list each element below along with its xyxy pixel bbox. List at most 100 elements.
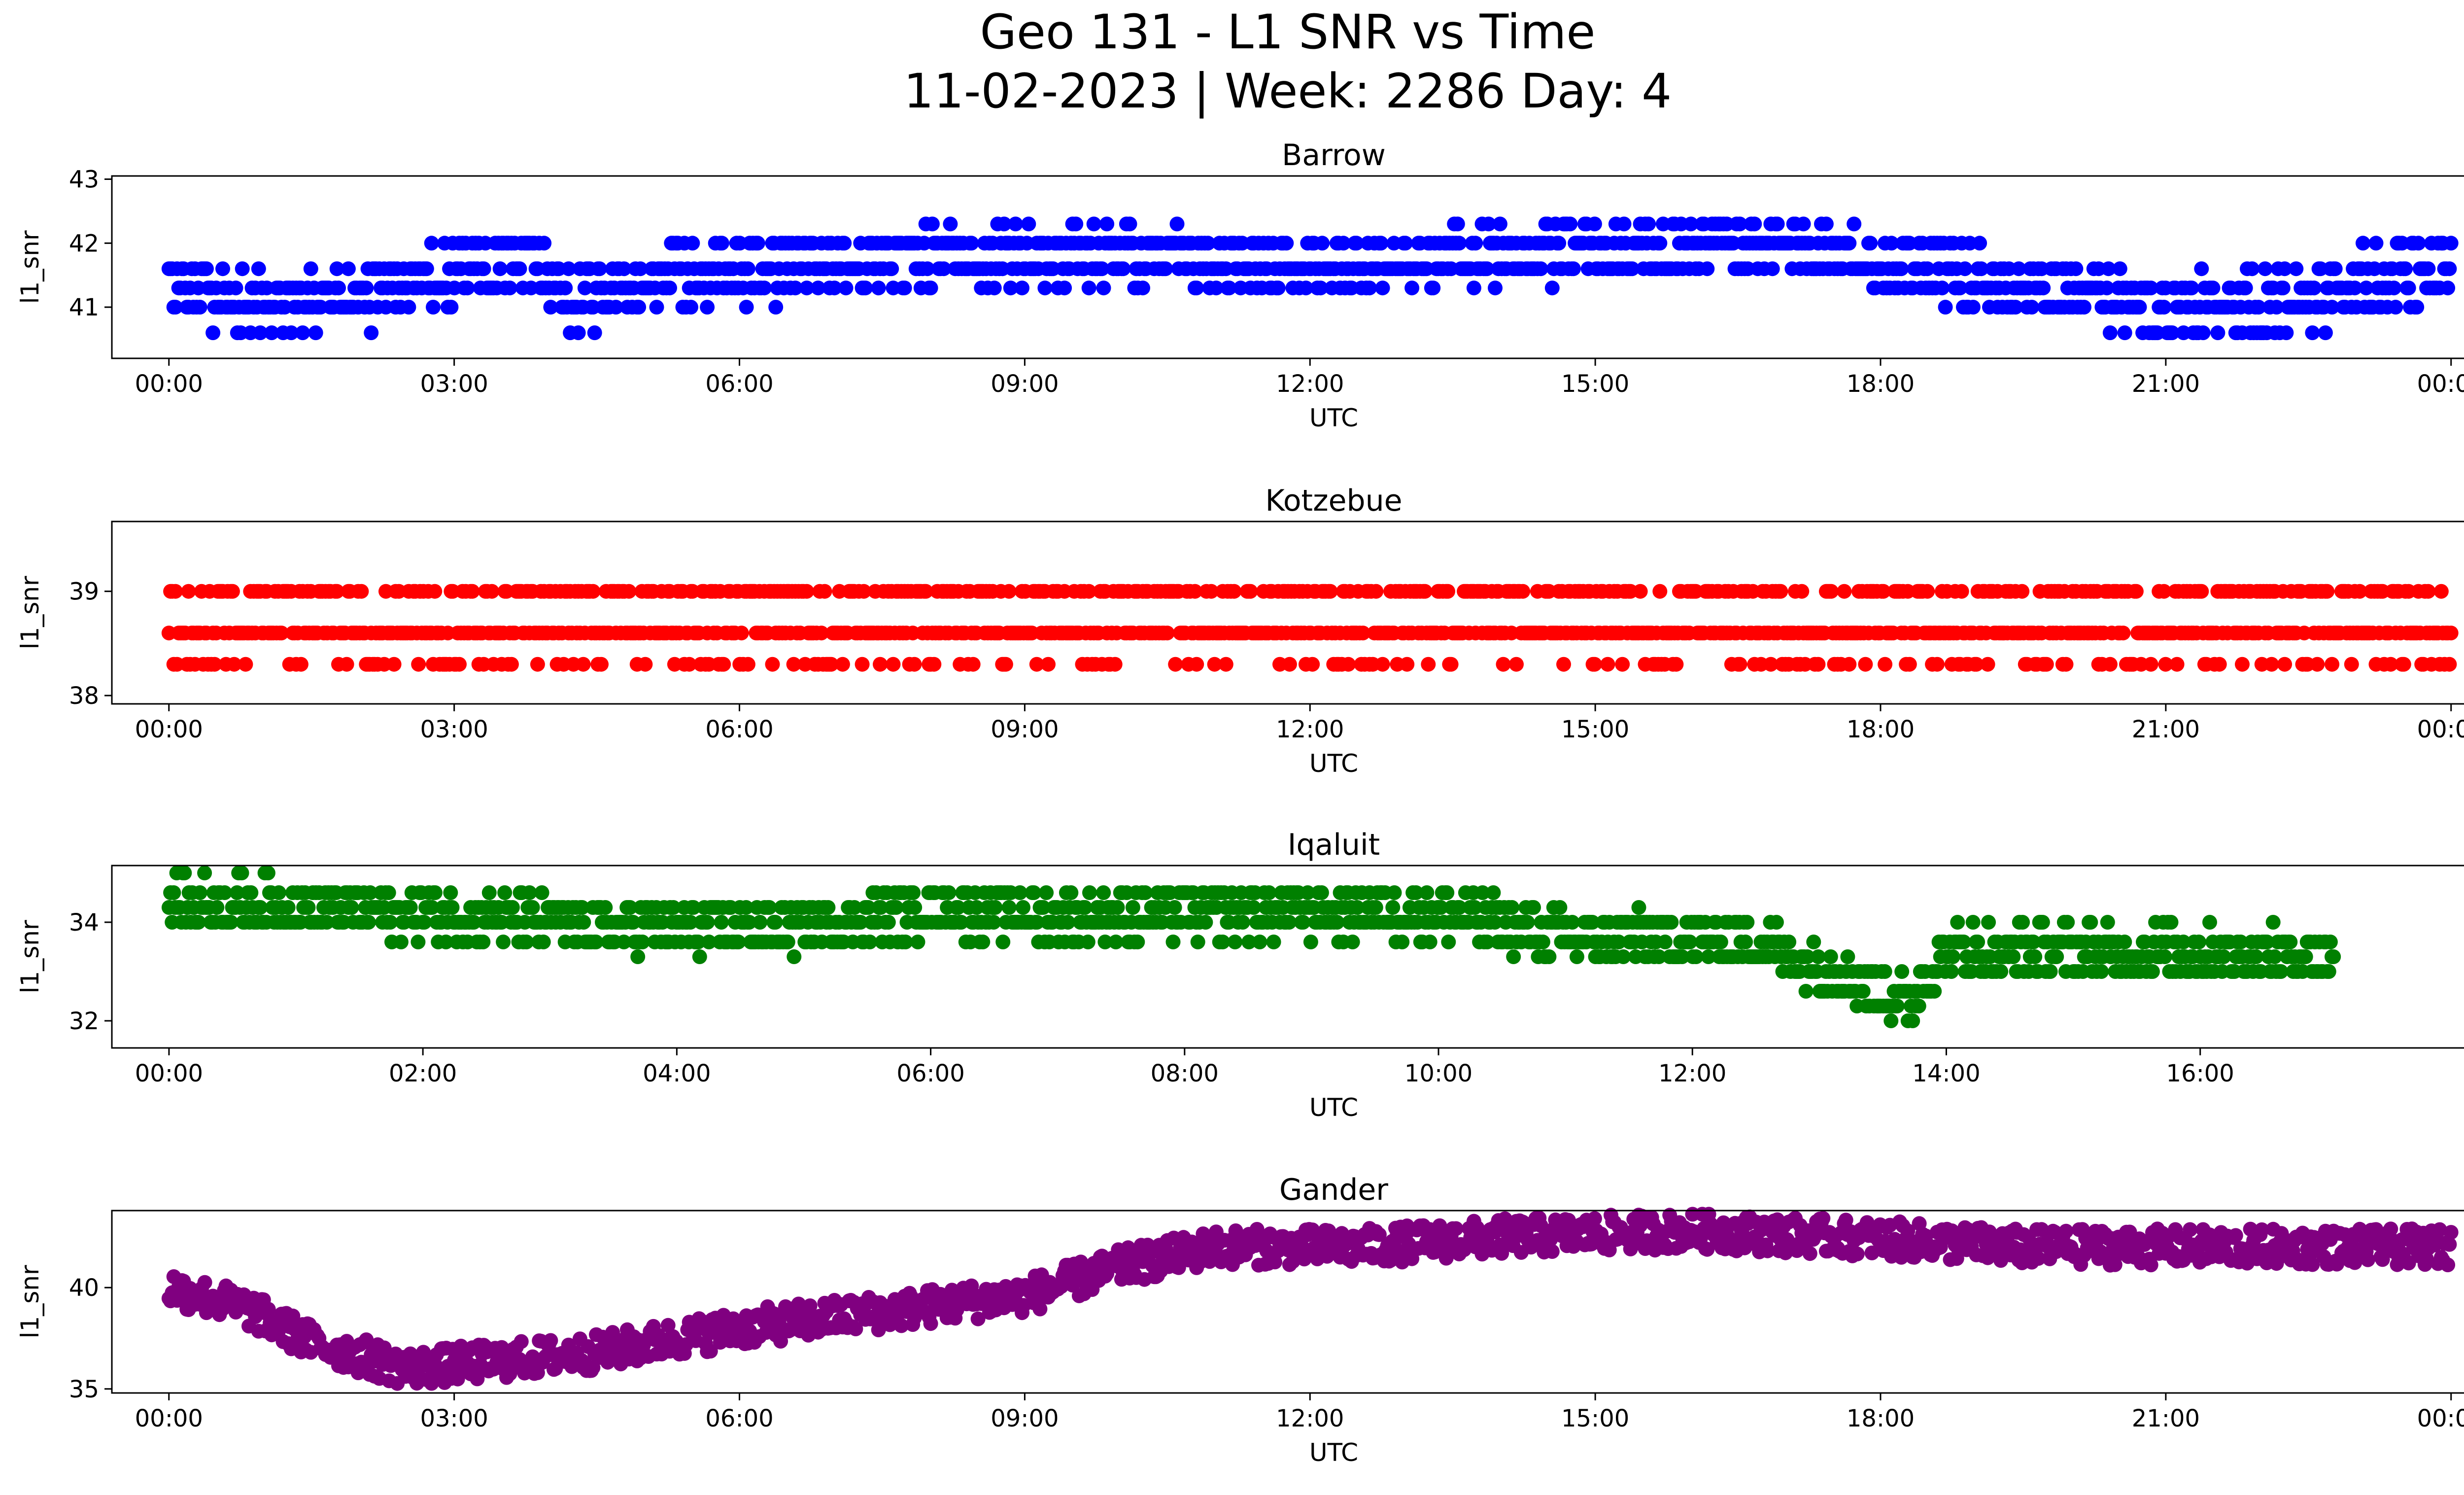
data-point bbox=[1509, 657, 1524, 672]
data-point bbox=[1747, 216, 1762, 232]
data-point bbox=[2443, 626, 2459, 641]
data-point bbox=[1927, 984, 1942, 999]
data-point bbox=[739, 300, 754, 315]
subplot-title: Iqaluit bbox=[1288, 828, 1380, 862]
data-point bbox=[638, 657, 653, 672]
data-point bbox=[271, 885, 286, 900]
data-point bbox=[714, 236, 729, 251]
data-point bbox=[923, 1316, 938, 1331]
data-point bbox=[361, 915, 376, 930]
data-point bbox=[700, 300, 715, 315]
data-point bbox=[331, 280, 346, 296]
data-point bbox=[1920, 261, 1935, 277]
data-point bbox=[1587, 657, 1602, 672]
data-point bbox=[1270, 280, 1286, 296]
x-tick-label: 12:00 bbox=[1658, 1060, 1726, 1087]
data-point bbox=[1641, 216, 1656, 232]
data-point bbox=[787, 280, 803, 296]
data-point bbox=[460, 280, 475, 296]
x-tick-label: 21:00 bbox=[2132, 370, 2200, 398]
data-point bbox=[811, 280, 826, 296]
data-point bbox=[1773, 584, 1788, 599]
data-point bbox=[1218, 657, 1233, 672]
data-point bbox=[1190, 935, 1205, 949]
data-point bbox=[1063, 885, 1079, 900]
data-point bbox=[1664, 915, 1679, 930]
data-point bbox=[1422, 935, 1437, 949]
data-point bbox=[207, 657, 222, 672]
data-point bbox=[1954, 584, 1969, 599]
data-point bbox=[2386, 280, 2401, 296]
data-point bbox=[1375, 657, 1390, 672]
data-point bbox=[1965, 300, 1981, 315]
data-point bbox=[2205, 280, 2221, 296]
data-point bbox=[228, 280, 243, 296]
data-point bbox=[424, 236, 439, 251]
data-point bbox=[1081, 280, 1096, 296]
data-point bbox=[2083, 915, 2098, 930]
data-point bbox=[295, 325, 310, 341]
data-point bbox=[923, 280, 938, 296]
data-point bbox=[386, 657, 402, 672]
data-point bbox=[2169, 657, 2185, 672]
y-axis-label: l1_snr bbox=[16, 576, 44, 649]
data-point bbox=[1385, 900, 1401, 915]
data-point bbox=[1227, 584, 1242, 599]
data-point bbox=[2117, 935, 2132, 949]
data-point bbox=[1417, 584, 1433, 599]
data-point bbox=[757, 280, 772, 296]
data-point bbox=[1116, 261, 1131, 277]
data-point bbox=[649, 300, 664, 315]
data-point bbox=[2275, 280, 2291, 296]
data-point bbox=[445, 900, 460, 915]
data-point bbox=[1228, 935, 1243, 949]
data-point bbox=[534, 885, 549, 900]
x-tick-label: 03:00 bbox=[420, 370, 488, 398]
x-tick-label: 18:00 bbox=[1847, 716, 1915, 743]
data-point bbox=[1096, 885, 1111, 900]
data-point bbox=[1008, 216, 1023, 232]
data-point bbox=[630, 949, 646, 964]
x-tick-label: 00:00 bbox=[135, 1060, 203, 1087]
data-point bbox=[2277, 657, 2293, 672]
figure-title-line1: Geo 131 - L1 SNR vs Time bbox=[980, 4, 1596, 60]
data-point bbox=[975, 935, 991, 949]
data-point bbox=[525, 900, 540, 915]
data-point bbox=[995, 935, 1011, 949]
data-point bbox=[1732, 216, 1747, 232]
data-point bbox=[1526, 900, 1541, 915]
data-point bbox=[2163, 915, 2179, 930]
x-tick-label: 14:00 bbox=[1912, 1060, 1980, 1087]
data-point bbox=[838, 280, 854, 296]
data-point bbox=[1266, 935, 1281, 949]
data-point bbox=[274, 626, 289, 641]
data-point bbox=[505, 900, 520, 915]
data-point bbox=[594, 657, 609, 672]
data-point bbox=[1520, 915, 1535, 930]
data-point bbox=[1781, 935, 1797, 949]
data-point bbox=[823, 657, 839, 672]
data-point bbox=[1387, 885, 1402, 900]
data-point bbox=[926, 657, 942, 672]
x-tick-label: 12:00 bbox=[1276, 370, 1344, 398]
data-point bbox=[1341, 657, 1356, 672]
data-point bbox=[1657, 935, 1673, 949]
data-point bbox=[1080, 935, 1095, 949]
data-point bbox=[2251, 300, 2266, 315]
data-point bbox=[2325, 657, 2340, 672]
data-point bbox=[616, 261, 632, 277]
x-tick-label: 06:00 bbox=[705, 716, 773, 743]
data-point bbox=[817, 584, 832, 599]
data-point bbox=[2194, 261, 2209, 277]
data-point bbox=[2244, 261, 2259, 277]
data-point bbox=[1631, 900, 1646, 915]
data-point bbox=[1479, 261, 1495, 277]
data-point bbox=[1840, 949, 1855, 964]
data-point bbox=[251, 261, 266, 277]
data-point bbox=[2008, 300, 2023, 315]
data-point bbox=[168, 584, 183, 599]
data-point bbox=[2238, 280, 2253, 296]
